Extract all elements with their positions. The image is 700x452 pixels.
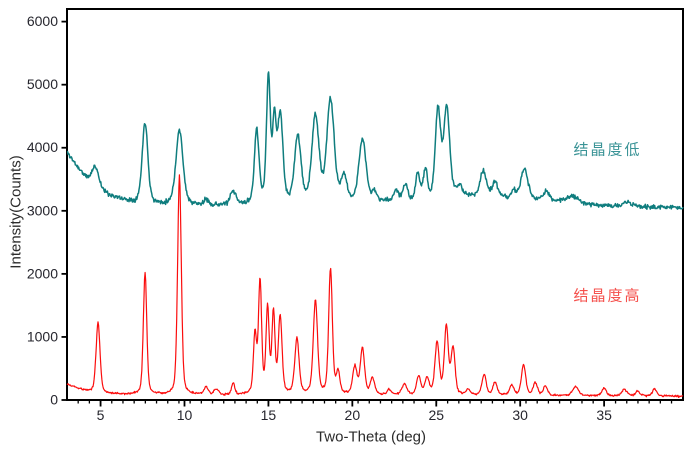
x-tick-label: 5 bbox=[97, 407, 105, 423]
y-tick-label: 6000 bbox=[27, 13, 58, 29]
y-tick-label: 0 bbox=[50, 392, 58, 408]
x-axis-title: Two-Theta (deg) bbox=[315, 428, 427, 446]
x-tick-label: 15 bbox=[261, 407, 277, 423]
x-tick-label: 20 bbox=[345, 407, 361, 423]
y-axis-title: Intensity(Counts) bbox=[7, 155, 25, 269]
y-tick-label: 4000 bbox=[27, 139, 58, 155]
x-tick-label: 10 bbox=[177, 407, 193, 423]
series-label-high-crystallinity: 结晶度高 bbox=[573, 287, 642, 305]
series-line-low-crystallinity bbox=[66, 71, 684, 211]
y-tick-label: 2000 bbox=[27, 265, 58, 281]
y-tick-label: 1000 bbox=[27, 328, 58, 344]
x-tick-label: 35 bbox=[596, 407, 612, 423]
y-tick-label: 5000 bbox=[27, 76, 58, 92]
y-tick-label: 3000 bbox=[27, 202, 58, 218]
series-line-high-crystallinity bbox=[66, 174, 684, 398]
x-tick-label: 25 bbox=[428, 407, 444, 423]
x-tick-label: 30 bbox=[512, 407, 528, 423]
plot-frame bbox=[66, 8, 684, 401]
series-label-low-crystallinity: 结晶度低 bbox=[573, 141, 642, 159]
